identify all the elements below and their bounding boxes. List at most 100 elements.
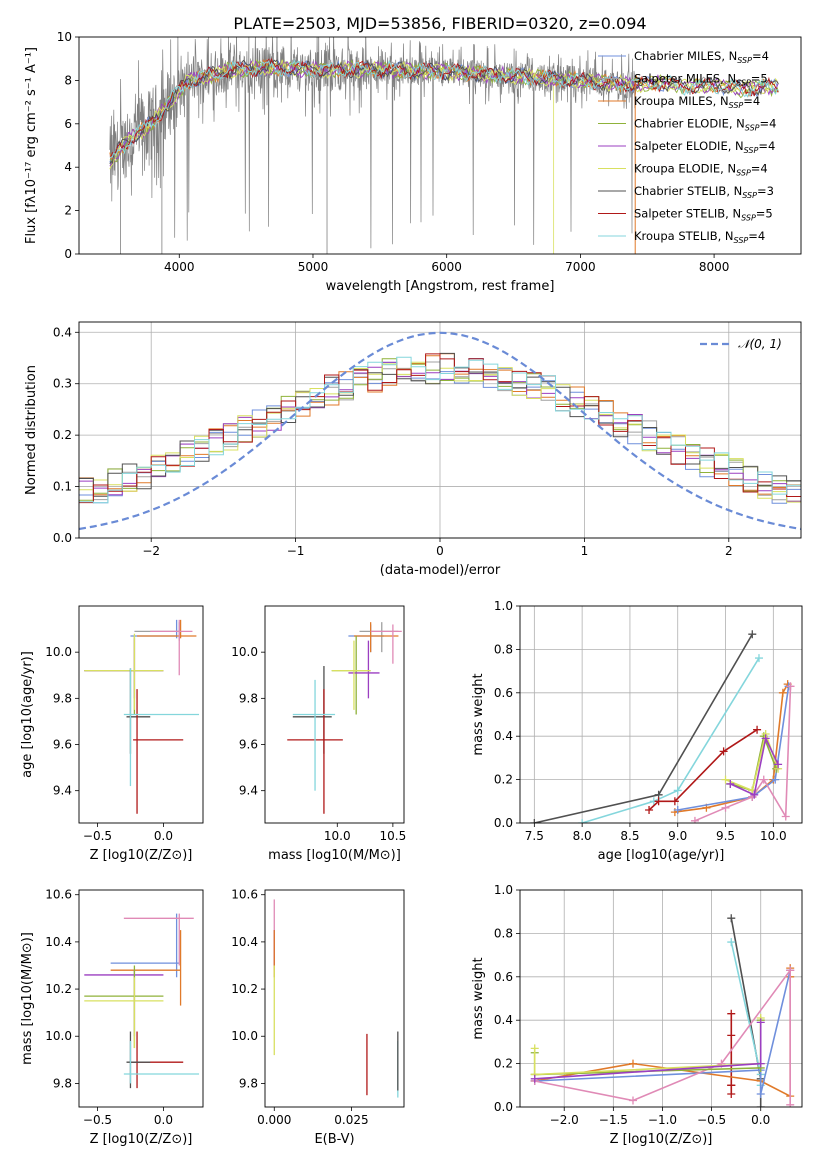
x-tick-label: 9.5 — [716, 829, 735, 843]
y-axis-label: mass weight — [471, 957, 486, 1039]
axes-mass_vs_Z: −0.5 0.0 9.8 10.0 10.2 10.4 10.6 Z [log10(Z/Z⊙)… — [20, 888, 192, 1147]
weight-marker — [727, 1009, 736, 1018]
weight-marker — [654, 797, 663, 806]
y-tick-label: 0.2 — [494, 773, 513, 787]
x-axis-label: Z [log10(Z/Z⊙)] — [90, 848, 193, 863]
plot-area-mass_vs_EBV — [273, 899, 399, 1098]
y-tick-label: 0.6 — [494, 970, 513, 984]
y-axis-label: mass weight — [471, 673, 486, 755]
spectrum-model-chabrier_miles — [109, 59, 779, 163]
y-tick-label: 0.2 — [53, 428, 72, 442]
weight-marker — [628, 1096, 637, 1105]
y-tick-label: 0.2 — [494, 1057, 513, 1071]
y-tick-label: 9.6 — [53, 738, 72, 752]
y-tick-label: 9.4 — [53, 784, 72, 798]
weight-line-kroupa_stelib — [581, 657, 760, 823]
x-tick-label: 4000 — [164, 260, 195, 274]
x-axis-label: Z [log10(Z/Z⊙)] — [610, 1132, 713, 1147]
y-tick-label: 9.4 — [239, 784, 258, 798]
x-tick-label: 0 — [436, 544, 444, 558]
legend-entry: Salpeter MILES, NSSP=5 — [634, 72, 768, 88]
x-tick-label: −1.0 — [648, 1113, 677, 1127]
frame-weight_vs_age — [519, 605, 803, 824]
y-tick-label: 6 — [64, 117, 72, 131]
weight-marker — [786, 682, 795, 691]
spectrum-model-kroupa_stelib — [109, 59, 779, 159]
spectrum-legend: Chabrier MILES, NSSP=4 Salpeter MILES, NS… — [598, 49, 776, 245]
weight-marker — [530, 1044, 539, 1053]
x-tick-label: 0.000 — [257, 1113, 291, 1127]
plot-area-spectrum — [109, 37, 779, 254]
weight-line-salpeter_stelib — [648, 729, 758, 811]
y-tick-label: 10.4 — [45, 935, 72, 949]
weight-marker — [774, 760, 783, 769]
y-tick-label: 0.8 — [494, 642, 513, 656]
weight-marker — [771, 775, 780, 784]
axes-weight_vs_age: 7.5 8.0 8.5 9.0 9.5 10.0 0.0 0.2 0.4 0.6 0.8 1.0 age… — [471, 599, 802, 863]
axes-residuals: −2 −1 0 1 2 0.0 0.1 0.2 0.3 0.4 (data-model)/error… — [24, 322, 801, 578]
y-axis-label: mass [log10(M/M⊙)] — [20, 932, 35, 1065]
y-tick-label: 2 — [64, 204, 72, 218]
x-tick-label: −1.5 — [599, 1113, 628, 1127]
frame-residuals — [78, 321, 802, 539]
y-tick-label: 10.0 — [231, 1029, 258, 1043]
weight-line-chabrier_miles — [534, 970, 791, 1095]
weight-marker — [645, 805, 654, 814]
x-tick-label: 8.5 — [620, 829, 639, 843]
weight-marker — [756, 1059, 765, 1068]
y-tick-label: 0 — [64, 247, 72, 261]
x-tick-label: −0.5 — [697, 1113, 726, 1127]
axes-age_vs_Z: −0.5 0.0 9.4 9.6 9.8 10.0 Z [log10(Z/Z⊙)] age [… — [20, 645, 192, 863]
y-tick-label: 10.2 — [45, 982, 72, 996]
weight-marker — [628, 1059, 637, 1068]
y-tick-label: 0.0 — [494, 1100, 513, 1114]
weight-marker — [726, 779, 735, 788]
x-tick-label: 0.025 — [334, 1113, 368, 1127]
axes-spectrum: 4000 5000 6000 7000 8000 0 2 4 6 8 10 wavelength [A… — [24, 30, 729, 294]
y-tick-label: 10 — [57, 30, 72, 44]
weight-marker — [778, 688, 787, 697]
spectrum-model-chabrier_stelib — [109, 59, 779, 165]
x-axis-label: E(B-V) — [314, 1132, 354, 1147]
x-tick-label: 10.0 — [324, 829, 351, 843]
frame-mass_vs_Z — [78, 889, 204, 1108]
y-tick-label: 0.4 — [494, 1013, 513, 1027]
spectrum-model-salpeter_elodie — [109, 60, 779, 167]
weight-marker — [781, 812, 790, 821]
plot-area-mass_vs_Z — [84, 913, 200, 1089]
y-tick-label: 0.4 — [494, 729, 513, 743]
x-tick-label: 2 — [725, 544, 733, 558]
y-tick-label: 9.8 — [53, 691, 72, 705]
y-tick-label: 10.6 — [231, 888, 258, 902]
weight-marker — [721, 803, 730, 812]
weight-marker — [750, 790, 759, 799]
x-tick-label: −1 — [287, 544, 305, 558]
x-tick-label: −2.0 — [550, 1113, 579, 1127]
weight-marker — [578, 819, 587, 823]
y-tick-label: 10.6 — [45, 888, 72, 902]
weight-marker — [727, 938, 736, 947]
weight-marker — [530, 819, 539, 823]
weight-marker — [754, 654, 763, 663]
weight-line-salpeter_elodie — [534, 1022, 762, 1080]
y-tick-label: 9.6 — [239, 738, 258, 752]
legend-entry: Salpeter ELODIE, NSSP=4 — [634, 139, 775, 155]
y-tick-label: 0.6 — [494, 686, 513, 700]
y-tick-label: 10.4 — [231, 935, 258, 949]
y-tick-label: 0.0 — [53, 531, 72, 545]
y-tick-label: 0.3 — [53, 377, 72, 391]
x-axis-label: Z [log10(Z/Z⊙)] — [90, 1132, 193, 1147]
x-tick-label: −2 — [142, 544, 160, 558]
weight-marker — [670, 797, 679, 806]
spectrum-data-line — [109, 37, 637, 249]
x-tick-label: 9.0 — [668, 829, 687, 843]
weight-marker — [756, 1018, 765, 1027]
x-tick-label: 10.5 — [380, 829, 407, 843]
y-tick-label: 1.0 — [494, 883, 513, 897]
weight-line-pink — [694, 686, 792, 822]
plot-area-age_vs_Z — [84, 619, 200, 814]
x-axis-label: mass [log10(M/M⊙)] — [268, 848, 401, 863]
weight-marker — [756, 1089, 765, 1098]
plot-area-weight_vs_age — [530, 630, 795, 823]
